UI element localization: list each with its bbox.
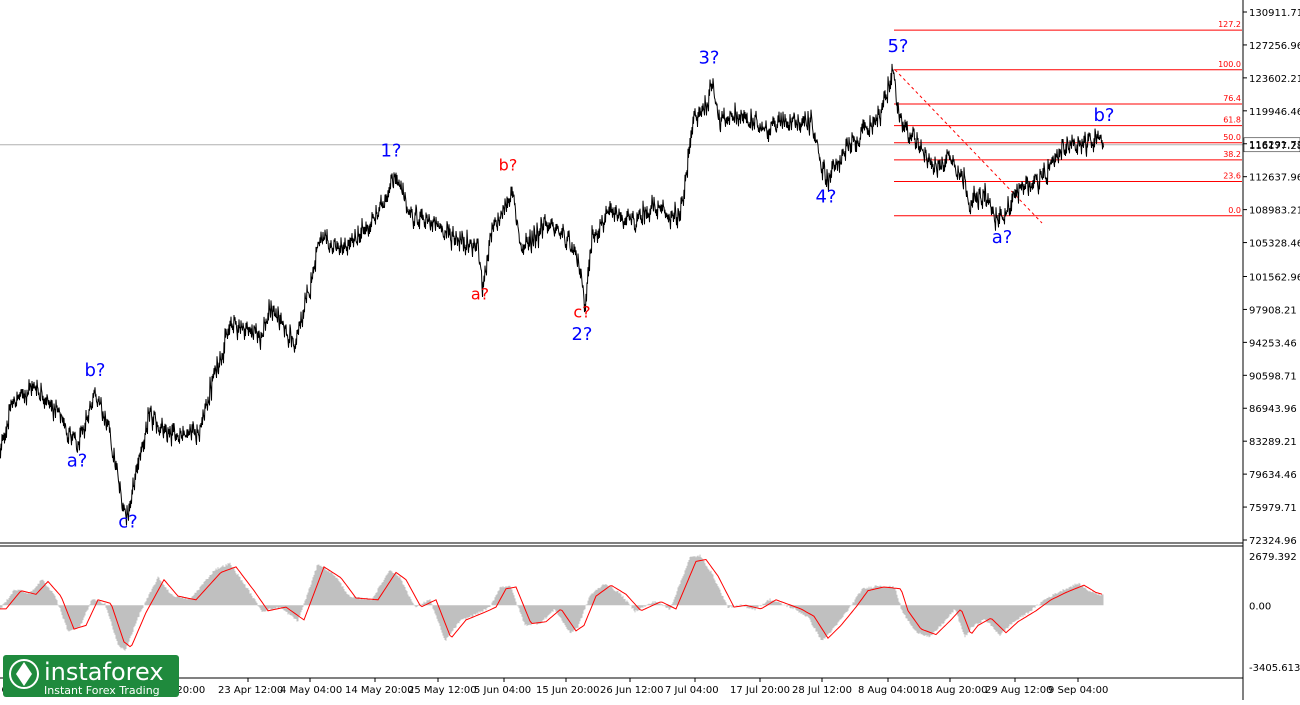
x-tick-label: 4 May 04:00 (280, 685, 342, 696)
wave-label: b? (85, 360, 106, 381)
wave-label: a? (471, 285, 489, 304)
wave-label: c? (118, 512, 137, 533)
wave-label: 1? (380, 140, 401, 161)
x-tick-label: 15 Jun 20:00 (536, 685, 600, 696)
macd-tick-label: 0.00 (1249, 601, 1271, 612)
fib-level-label: 50.0 (1223, 133, 1241, 142)
y-tick-label: 75979.71 (1249, 503, 1297, 514)
y-tick-label: 116291.71 (1249, 140, 1300, 151)
fib-level-label: 127.2 (1218, 20, 1241, 29)
x-tick-label: 18 Aug 20:00 (920, 685, 987, 696)
y-tick-label: 123602.21 (1249, 74, 1300, 85)
wave-label: a? (992, 227, 1013, 248)
y-tick-label: 112637.96 (1249, 173, 1300, 184)
fib-trend-line (894, 69, 1043, 224)
macd-tick-label: 2679.392 (1249, 552, 1297, 563)
x-tick-label: 7 Jul 04:00 (665, 685, 719, 696)
x-tick-label: 29 Aug 12:00 (985, 685, 1052, 696)
logo-background (3, 655, 179, 697)
y-tick-label: 86943.96 (1249, 404, 1297, 415)
y-tick-label: 119946.46 (1249, 107, 1300, 118)
price-pane: 116177.28 127.2 100.0 76.4 61.8 50.0 38.2 23.6 0… (0, 20, 1300, 526)
fib-level-label: 76.4 (1223, 94, 1241, 103)
y-tick-label: 72324.96 (1249, 536, 1297, 547)
y-tick-label: 90598.71 (1249, 371, 1297, 382)
fib-level-label: 0.0 (1228, 206, 1241, 215)
x-tick-label: 28 Jul 12:00 (792, 685, 852, 696)
fib-level-label: 23.6 (1223, 172, 1241, 181)
x-tick-label: 23 Apr 12:00 (218, 685, 283, 696)
current-price-label: 116177.28 (1249, 141, 1300, 152)
wave-label: 4? (815, 186, 836, 207)
fib-level-label: 38.2 (1223, 150, 1241, 159)
wave-labels: b? a? c? 1? b? a? c? 2? 3? 4? 5? a? b? (67, 36, 1115, 533)
instaforex-logo: instaforex Instant Forex Trading (3, 655, 179, 697)
macd-pane (0, 554, 1104, 651)
price-series-line (0, 63, 1104, 526)
logo-text: instaforex (44, 658, 164, 686)
macd-tick-label: -3405.613 (1249, 663, 1300, 674)
y-tick-label: 105328.46 (1249, 239, 1300, 250)
x-tick-label: 17 Jul 20:00 (730, 685, 790, 696)
x-tick-label: 8 Aug 04:00 (858, 685, 919, 696)
y-tick-label: 108983.21 (1249, 206, 1300, 217)
wave-label: b? (1094, 105, 1115, 126)
logo-subtitle: Instant Forex Trading (44, 684, 160, 697)
x-tick-label: 26 Jun 12:00 (600, 685, 664, 696)
macd-histogram (0, 554, 1104, 651)
wave-label: b? (499, 156, 518, 175)
wave-label: a? (67, 450, 88, 471)
fib-level-label: 100.0 (1218, 60, 1241, 69)
y-tick-label: 127256.96 (1249, 41, 1300, 52)
y-tick-label: 130911.71 (1249, 8, 1300, 19)
current-price-box (1243, 137, 1300, 153)
wave-label: 5? (887, 36, 908, 57)
y-tick-label: 101562.96 (1249, 272, 1300, 283)
y-tick-label: 83289.21 (1249, 437, 1297, 448)
x-tick-label: 9 Sep 04:00 (1048, 685, 1108, 696)
logo-emblem-icon (9, 659, 39, 689)
wave-label: c? (573, 303, 590, 322)
wave-label: 3? (698, 47, 719, 68)
x-tick-label: 5 Jun 04:00 (474, 685, 531, 696)
x-tick-label: 14 May 20:00 (345, 685, 414, 696)
y-tick-label: 94253.46 (1249, 338, 1297, 349)
macd-signal-line (0, 558, 1103, 648)
x-tick-label: 25 May 12:00 (408, 685, 477, 696)
fib-level-label: 61.8 (1223, 116, 1241, 125)
y-tick-label: 97908.21 (1249, 305, 1297, 316)
y-tick-label: 79634.46 (1249, 470, 1297, 481)
wave-label: 2? (571, 324, 592, 345)
